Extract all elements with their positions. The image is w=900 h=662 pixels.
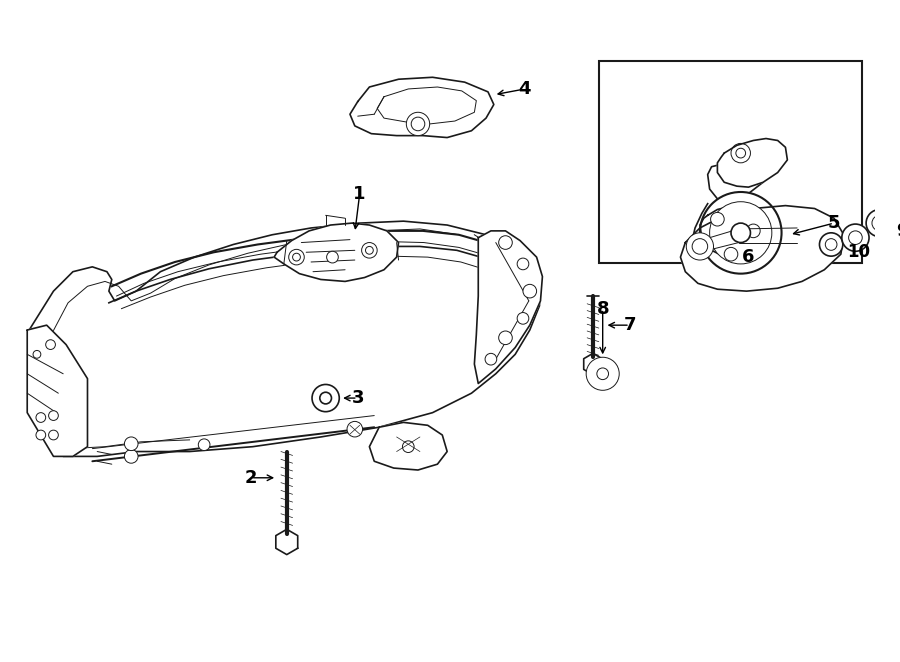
Polygon shape xyxy=(707,144,769,202)
Circle shape xyxy=(292,254,301,261)
Circle shape xyxy=(46,340,56,350)
Circle shape xyxy=(347,422,363,437)
Polygon shape xyxy=(29,221,539,456)
Polygon shape xyxy=(350,77,494,138)
Circle shape xyxy=(842,224,869,252)
Circle shape xyxy=(485,354,497,365)
Polygon shape xyxy=(274,223,399,281)
Polygon shape xyxy=(377,87,476,124)
Text: 9: 9 xyxy=(896,222,900,240)
Circle shape xyxy=(49,410,58,420)
Circle shape xyxy=(820,233,842,256)
Text: 7: 7 xyxy=(624,316,636,334)
Circle shape xyxy=(747,224,760,238)
Circle shape xyxy=(518,312,529,324)
Circle shape xyxy=(33,350,40,358)
Circle shape xyxy=(406,113,429,136)
Polygon shape xyxy=(474,231,543,383)
Circle shape xyxy=(866,209,894,237)
Polygon shape xyxy=(717,138,788,187)
Circle shape xyxy=(586,357,619,391)
Circle shape xyxy=(518,258,529,269)
Circle shape xyxy=(736,148,745,158)
Circle shape xyxy=(36,430,46,440)
Circle shape xyxy=(320,393,331,404)
Circle shape xyxy=(289,250,304,265)
Circle shape xyxy=(312,385,339,412)
Circle shape xyxy=(198,439,210,451)
Text: 4: 4 xyxy=(518,80,531,98)
Circle shape xyxy=(687,233,714,260)
Text: 10: 10 xyxy=(847,243,870,261)
Circle shape xyxy=(499,331,512,345)
Polygon shape xyxy=(680,206,844,291)
Circle shape xyxy=(124,437,138,451)
Circle shape xyxy=(597,368,608,379)
Circle shape xyxy=(731,144,751,163)
Circle shape xyxy=(523,285,536,298)
Text: 5: 5 xyxy=(828,214,841,232)
Polygon shape xyxy=(275,530,298,555)
Circle shape xyxy=(849,231,862,244)
Text: 1: 1 xyxy=(354,185,366,203)
Circle shape xyxy=(362,242,377,258)
Circle shape xyxy=(700,192,781,273)
Circle shape xyxy=(711,213,724,226)
Text: 3: 3 xyxy=(352,389,364,407)
Text: 2: 2 xyxy=(245,469,257,487)
Text: 8: 8 xyxy=(597,300,609,318)
Circle shape xyxy=(411,117,425,131)
Circle shape xyxy=(49,430,58,440)
Circle shape xyxy=(402,441,414,453)
Circle shape xyxy=(365,246,374,254)
Bar xyxy=(599,61,862,263)
Polygon shape xyxy=(591,360,615,387)
Circle shape xyxy=(731,223,751,242)
Circle shape xyxy=(724,248,738,261)
Circle shape xyxy=(692,239,707,254)
Circle shape xyxy=(36,412,46,422)
Polygon shape xyxy=(369,422,447,470)
Circle shape xyxy=(327,252,338,263)
Circle shape xyxy=(709,202,772,264)
Circle shape xyxy=(124,449,138,463)
Circle shape xyxy=(499,236,512,250)
Text: 6: 6 xyxy=(742,248,755,266)
Polygon shape xyxy=(27,325,87,456)
Polygon shape xyxy=(584,354,602,375)
Circle shape xyxy=(872,215,887,231)
Polygon shape xyxy=(700,206,766,256)
Circle shape xyxy=(825,239,837,250)
